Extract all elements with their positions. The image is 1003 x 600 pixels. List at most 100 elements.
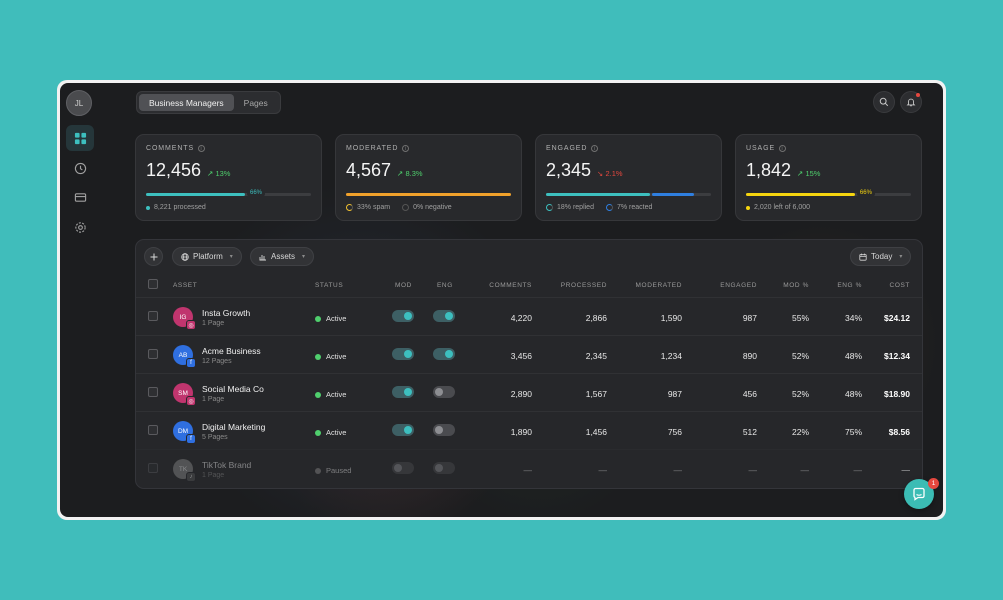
app-window: JL Business Managers Pages <box>60 83 943 517</box>
assets-filter-label: Assets <box>271 252 296 261</box>
tab-business-managers[interactable]: Business Managers <box>139 94 234 111</box>
app-frame: JL Business Managers Pages <box>57 80 946 520</box>
col-cost[interactable]: COST <box>889 282 910 289</box>
card-footer: 18% replied 7% reacted <box>546 204 652 211</box>
mod-toggle[interactable] <box>392 424 414 436</box>
cell-cost: $8.56 <box>888 427 910 437</box>
view-switcher: Business Managers Pages <box>136 91 281 114</box>
toggle-knob <box>404 388 412 396</box>
add-button[interactable] <box>144 247 163 266</box>
status-dot <box>315 429 321 436</box>
sidebar-item-billing[interactable] <box>66 184 94 210</box>
status-text: Active <box>326 314 347 323</box>
mod-toggle[interactable] <box>392 310 414 322</box>
globe-icon <box>181 252 189 261</box>
toggle-knob <box>445 350 453 358</box>
cell-comments: — <box>523 465 533 475</box>
progress-bar-fill <box>146 193 245 196</box>
sidebar-item-settings[interactable] <box>66 214 94 240</box>
asset-page-count: 1 Page <box>202 320 225 327</box>
assets-filter[interactable]: Assets ▾ <box>250 247 315 266</box>
platform-filter-label: Platform <box>193 252 223 261</box>
col-asset[interactable]: ASSET <box>173 282 198 289</box>
asset-name[interactable]: Acme Business <box>202 346 261 356</box>
col-eng-pct[interactable]: ENG % <box>837 282 862 289</box>
row-checkbox[interactable] <box>148 311 158 321</box>
eng-toggle[interactable] <box>433 424 455 436</box>
sidebar-item-dashboard[interactable] <box>66 125 94 151</box>
progress-bar: 66% <box>146 189 311 197</box>
card-delta-text: 2.1% <box>605 169 623 178</box>
table-row[interactable]: IG ◎ Insta Growth 1 Page Active 4,220 2,… <box>136 297 922 335</box>
asset-avatar: DM f <box>173 421 196 444</box>
asset-page-count: 5 Pages <box>202 434 228 441</box>
card-label-text: USAGE <box>746 145 776 152</box>
assets-table-panel: Platform ▾ Assets ▾ Today ▾ ASSET STATUS <box>135 239 923 489</box>
cell-moderated: 1,234 <box>660 351 682 361</box>
table-row[interactable]: TK ♪ TikTok Brand 1 Page Paused — — — — … <box>136 449 922 487</box>
asset-name[interactable]: Social Media Co <box>202 384 264 394</box>
mod-toggle[interactable] <box>392 348 414 360</box>
select-all-checkbox[interactable] <box>148 279 158 289</box>
chevron-down-icon: ▾ <box>229 254 233 260</box>
asset-avatar: AB f <box>173 345 196 368</box>
col-mod-pct[interactable]: MOD % <box>783 282 809 289</box>
col-eng[interactable]: ENG <box>437 282 453 289</box>
asset-name[interactable]: Digital Marketing <box>202 422 266 432</box>
info-icon[interactable]: i <box>591 145 599 152</box>
table-row[interactable]: DM f Digital Marketing 5 Pages Active 1,… <box>136 411 922 449</box>
mod-toggle[interactable] <box>392 462 414 474</box>
info-icon[interactable]: i <box>779 145 787 152</box>
status-dot <box>315 315 321 322</box>
cell-mod_pct: — <box>800 465 810 475</box>
col-engaged[interactable]: ENGAGED <box>720 282 757 289</box>
row-checkbox[interactable] <box>148 425 158 435</box>
toggle-knob <box>394 464 402 472</box>
row-checkbox[interactable] <box>148 463 158 473</box>
eng-toggle[interactable] <box>433 348 455 360</box>
asset-name[interactable]: Insta Growth <box>202 308 251 318</box>
tab-pages[interactable]: Pages <box>243 97 268 108</box>
col-processed[interactable]: PROCESSED <box>560 282 607 289</box>
progress-bar: 66% <box>746 189 911 197</box>
info-icon[interactable]: i <box>402 145 410 152</box>
progress-bar <box>346 193 511 196</box>
col-status[interactable]: STATUS <box>315 282 344 289</box>
asset-initials: IG <box>179 313 187 321</box>
row-checkbox[interactable] <box>148 387 158 397</box>
eng-toggle[interactable] <box>433 462 455 474</box>
col-comments[interactable]: COMMENTS <box>489 282 532 289</box>
card-delta: ↘ 2.1% <box>597 169 623 178</box>
card-value-number: 2,345 <box>546 160 592 180</box>
platform-filter[interactable]: Platform ▾ <box>172 247 242 266</box>
cell-eng_pct: 75% <box>844 427 862 437</box>
table-row[interactable]: SM ◎ Social Media Co 1 Page Active 2,890… <box>136 373 922 411</box>
cell-cost: $18.90 <box>884 389 910 399</box>
cell-engaged: — <box>748 465 758 475</box>
col-mod[interactable]: MOD <box>395 282 412 289</box>
plus-icon <box>150 253 157 260</box>
info-icon[interactable]: i <box>198 145 206 152</box>
asset-name[interactable]: TikTok Brand <box>202 460 252 470</box>
date-range-select[interactable]: Today ▾ <box>850 247 912 266</box>
eng-toggle[interactable] <box>433 310 455 322</box>
status-badge: Active <box>315 390 346 399</box>
eng-toggle[interactable] <box>433 386 455 398</box>
table-row[interactable]: AB f Acme Business 12 Pages Active 3,456… <box>136 335 922 373</box>
cell-comments: 3,456 <box>510 351 532 361</box>
notifications-button[interactable] <box>900 91 922 113</box>
row-checkbox[interactable] <box>148 349 158 359</box>
clock-icon <box>74 162 86 174</box>
col-moderated[interactable]: MODERATED <box>635 282 682 289</box>
card-footnote: 33% spam <box>346 204 390 211</box>
card-footer: 33% spam 0% negative <box>346 204 452 211</box>
legend-ring-icon <box>605 204 613 211</box>
search-button[interactable] <box>873 91 895 113</box>
mod-toggle[interactable] <box>392 386 414 398</box>
card-delta: ↗ 15% <box>797 169 820 178</box>
trend-arrow-icon: ↗ <box>397 169 404 178</box>
sidebar-item-history[interactable] <box>66 155 94 181</box>
avatar[interactable]: JL <box>66 90 92 116</box>
calendar-icon <box>859 253 867 261</box>
card-label: ENGAGED i <box>546 145 711 152</box>
